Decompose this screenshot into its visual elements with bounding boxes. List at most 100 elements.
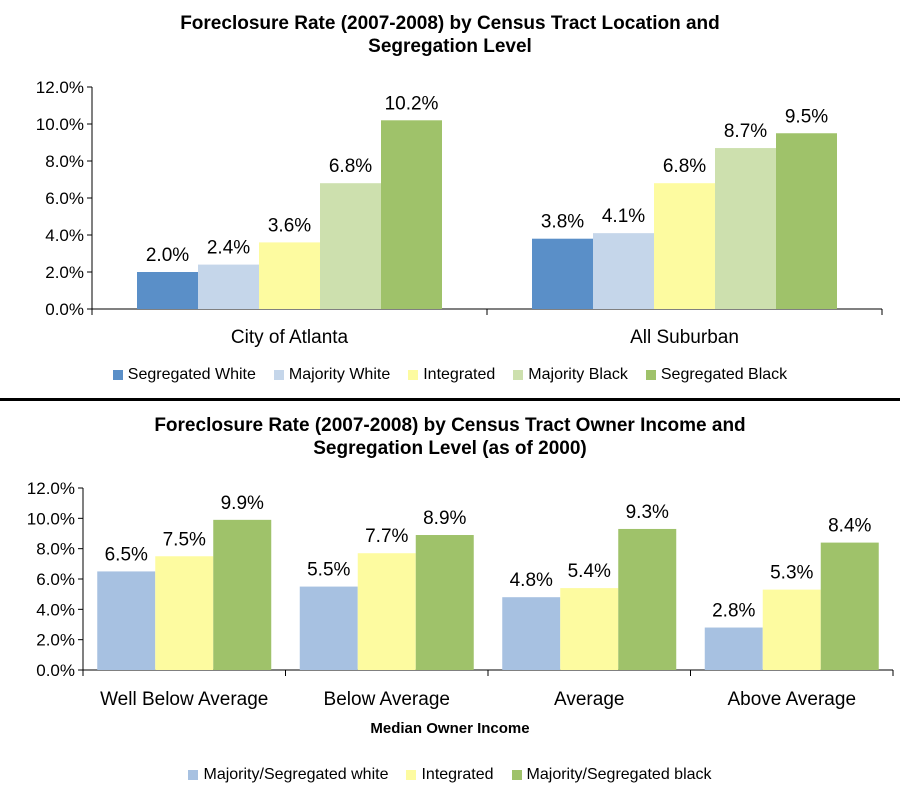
bar [560, 588, 619, 670]
bar [704, 627, 763, 670]
bar-chart-income: 0.0% 2.0% 4.0% 6.0% 8.0% 10.0% 12.0% 6.5% 7.5% 9.… [27, 479, 894, 710]
bar [137, 272, 198, 309]
bar [502, 597, 561, 670]
legend-item: Integrated [406, 766, 494, 784]
chart-panel-location: Foreclosure Rate (2007-2008) by Census T… [0, 0, 900, 398]
chart-panel-income: Foreclosure Rate (2007-2008) by Census T… [0, 402, 900, 800]
legend-label: Majority Black [528, 366, 628, 383]
legend-item: Majority/Segregated black [511, 766, 712, 784]
chart-title-line: Segregation Level [368, 36, 532, 57]
data-label: 4.1% [602, 206, 645, 227]
y-tick-label: 10.0% [27, 509, 75, 528]
legend-swatch [513, 370, 524, 380]
y-tick-label: 12.0% [36, 78, 84, 97]
bar [299, 586, 358, 670]
bar [357, 553, 416, 670]
legend-swatch [408, 370, 419, 380]
x-tick-label: City of Atlanta [231, 327, 349, 348]
bar [618, 528, 677, 670]
legend-label: Integrated [423, 366, 496, 383]
legend-label: Majority/Segregated white [203, 766, 389, 783]
data-label: 6.8% [663, 156, 706, 177]
data-label: 7.7% [365, 526, 408, 547]
legend-item: Segregated Black [645, 366, 788, 384]
bar [715, 148, 776, 309]
panel-divider [0, 398, 900, 401]
y-tick-label: 2.0% [36, 631, 75, 650]
bar [532, 238, 593, 309]
x-tick-label: All Suburban [630, 327, 739, 348]
legend-item: Majority White [273, 366, 391, 384]
data-label: 4.8% [510, 570, 553, 591]
y-tick-label: 0.0% [36, 661, 75, 680]
data-label: 2.0% [146, 245, 189, 266]
bar [415, 535, 474, 670]
data-label: 3.8% [541, 212, 584, 233]
data-label: 6.8% [329, 156, 372, 177]
y-tick-label: 4.0% [36, 600, 75, 619]
x-axis-title: Median Owner Income [370, 720, 530, 737]
x-tick-label: Average [554, 689, 624, 710]
chart-title-line: Segregation Level (as of 2000) [313, 438, 587, 459]
legend-swatch [511, 770, 522, 780]
data-label: 5.5% [307, 560, 350, 581]
legend-swatch [406, 770, 417, 780]
data-label: 3.6% [268, 215, 311, 236]
bar [213, 519, 272, 670]
bar-chart-location: 0.0% 2.0% 4.0% 6.0% 8.0% 10.0% 12.0% 2.0% 2.4% 3.… [36, 78, 883, 348]
bar [198, 264, 259, 309]
y-tick-label: 0.0% [45, 300, 84, 319]
y-tick-label: 12.0% [27, 479, 75, 498]
bar [320, 183, 381, 309]
y-tick-label: 4.0% [45, 226, 84, 245]
chart-legend: Segregated White Majority White Integrated… [0, 366, 900, 384]
data-label: 5.3% [770, 563, 813, 584]
bar [820, 542, 879, 670]
legend-label: Majority/Segregated black [526, 766, 712, 783]
bar [654, 183, 715, 309]
data-label: 6.5% [105, 544, 148, 565]
data-label: 8.4% [828, 516, 871, 537]
data-label: 8.7% [724, 121, 767, 142]
data-label: 7.5% [163, 529, 206, 550]
data-label: 5.4% [568, 561, 611, 582]
bar [97, 571, 156, 670]
chart-title: Foreclosure Rate (2007-2008) by Census T… [0, 414, 900, 460]
y-tick-label: 6.0% [36, 570, 75, 589]
data-label: 2.8% [712, 601, 755, 622]
legend-swatch [112, 370, 123, 380]
bar [762, 589, 821, 670]
y-tick-label: 6.0% [45, 189, 84, 208]
y-tick-label: 8.0% [36, 540, 75, 559]
legend-item: Integrated [408, 366, 495, 384]
data-label: 9.9% [221, 493, 264, 514]
legend-item: Majority/Segregated white [188, 766, 388, 784]
chart-title-line: Foreclosure Rate (2007-2008) by Census T… [154, 415, 746, 436]
legend-item: Segregated White [112, 366, 256, 384]
y-tick-label: 2.0% [45, 263, 84, 282]
data-label: 8.9% [423, 508, 466, 529]
legend-swatch [188, 770, 199, 780]
data-label: 2.4% [207, 238, 250, 259]
bar [776, 133, 837, 309]
chart-legend: Majority/Segregated white Integrated Major… [0, 766, 900, 784]
legend-label: Segregated White [127, 366, 256, 383]
y-tick-label: 10.0% [36, 115, 84, 134]
legend-label: Majority White [288, 366, 391, 383]
chart-title: Foreclosure Rate (2007-2008) by Census T… [0, 12, 900, 58]
bar [381, 120, 442, 309]
y-tick-label: 8.0% [45, 152, 84, 171]
legend-swatch [645, 370, 656, 380]
chart-title-line: Foreclosure Rate (2007-2008) by Census T… [180, 13, 720, 34]
legend-label: Integrated [421, 766, 494, 783]
x-tick-label: Below Average [324, 689, 450, 710]
data-label: 9.3% [626, 502, 669, 523]
x-tick-label: Well Below Average [100, 689, 268, 710]
bar [259, 242, 320, 309]
bar [593, 233, 654, 309]
legend-swatch [273, 370, 284, 380]
legend-label: Segregated Black [660, 366, 788, 383]
data-label: 9.5% [785, 106, 828, 127]
legend-item: Majority Black [513, 366, 628, 384]
data-label: 10.2% [385, 93, 439, 114]
